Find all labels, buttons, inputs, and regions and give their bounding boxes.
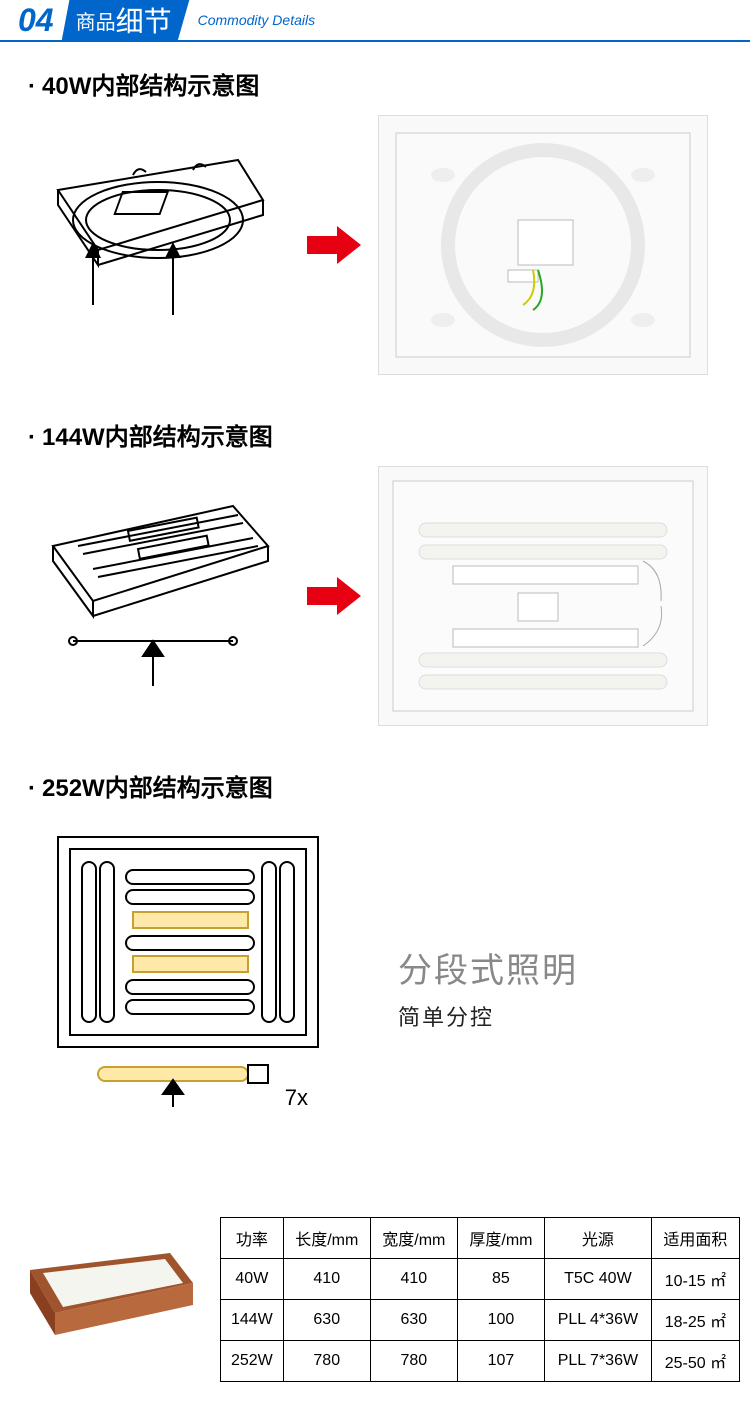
arrow-icon: [298, 573, 368, 619]
feature-main: 分段式照明: [398, 943, 730, 992]
row-252w: 7x 分段式照明 简单分控: [0, 817, 750, 1147]
table-header-row: 功率 长度/mm 宽度/mm 厚度/mm 光源 适用面积: [221, 1218, 740, 1259]
subsection-title-40w: ·40W内部结构示意图: [28, 66, 750, 101]
spec-table: 功率 长度/mm 宽度/mm 厚度/mm 光源 适用面积 40W41041085…: [220, 1217, 740, 1382]
table-cell: 144W: [221, 1300, 284, 1341]
table-cell: 100: [457, 1300, 544, 1341]
arrow-icon: [298, 222, 368, 268]
table-row: 40W41041085T5C 40W10-15 ㎡: [221, 1259, 740, 1300]
table-cell: 630: [370, 1300, 457, 1341]
col-length: 长度/mm: [283, 1218, 370, 1259]
table-cell: 18-25 ㎡: [651, 1300, 739, 1341]
feature-text: 分段式照明 简单分控: [378, 903, 730, 1032]
row-144w: [0, 466, 750, 744]
table-cell: 107: [457, 1341, 544, 1382]
table-cell: 780: [283, 1341, 370, 1382]
col-power: 功率: [221, 1218, 284, 1259]
diagram-252w-sketch: 7x: [28, 817, 348, 1117]
table-cell: 630: [283, 1300, 370, 1341]
photo-40w-internal: [378, 115, 708, 375]
table-row: 252W780780107PLL 7*36W25-50 ㎡: [221, 1341, 740, 1382]
section-title-tab: 商品细节: [62, 0, 190, 41]
product-thumbnail: [10, 1230, 210, 1370]
table-cell: 40W: [221, 1259, 284, 1300]
section-header: 04 商品细节 Commodity Details: [0, 0, 750, 42]
table-cell: PLL 7*36W: [544, 1341, 651, 1382]
feature-sub: 简单分控: [398, 1000, 730, 1032]
col-width: 宽度/mm: [370, 1218, 457, 1259]
photo-144w-internal: [378, 466, 708, 726]
table-cell: 410: [370, 1259, 457, 1300]
multiplier-label: 7x: [285, 1085, 308, 1111]
spec-row: 功率 长度/mm 宽度/mm 厚度/mm 光源 适用面积 40W41041085…: [0, 1207, 750, 1402]
subsection-title-252w: ·252W内部结构示意图: [28, 768, 750, 803]
table-cell: 25-50 ㎡: [651, 1341, 739, 1382]
table-cell: 410: [283, 1259, 370, 1300]
row-40w: [0, 115, 750, 393]
col-thickness: 厚度/mm: [457, 1218, 544, 1259]
table-cell: 85: [457, 1259, 544, 1300]
table-cell: 252W: [221, 1341, 284, 1382]
section-number: 04: [0, 2, 62, 39]
table-cell: PLL 4*36W: [544, 1300, 651, 1341]
section-subtitle: Commodity Details: [198, 12, 315, 28]
diagram-144w-sketch: [28, 491, 288, 701]
subsection-title-144w: ·144W内部结构示意图: [28, 417, 750, 452]
col-area: 适用面积: [651, 1218, 739, 1259]
title-main: 细节: [116, 0, 172, 40]
diagram-40w-sketch: [28, 140, 288, 350]
table-row: 144W630630100PLL 4*36W18-25 ㎡: [221, 1300, 740, 1341]
title-prefix: 商品: [76, 6, 116, 35]
table-cell: 10-15 ㎡: [651, 1259, 739, 1300]
table-cell: 780: [370, 1341, 457, 1382]
col-light: 光源: [544, 1218, 651, 1259]
table-cell: T5C 40W: [544, 1259, 651, 1300]
